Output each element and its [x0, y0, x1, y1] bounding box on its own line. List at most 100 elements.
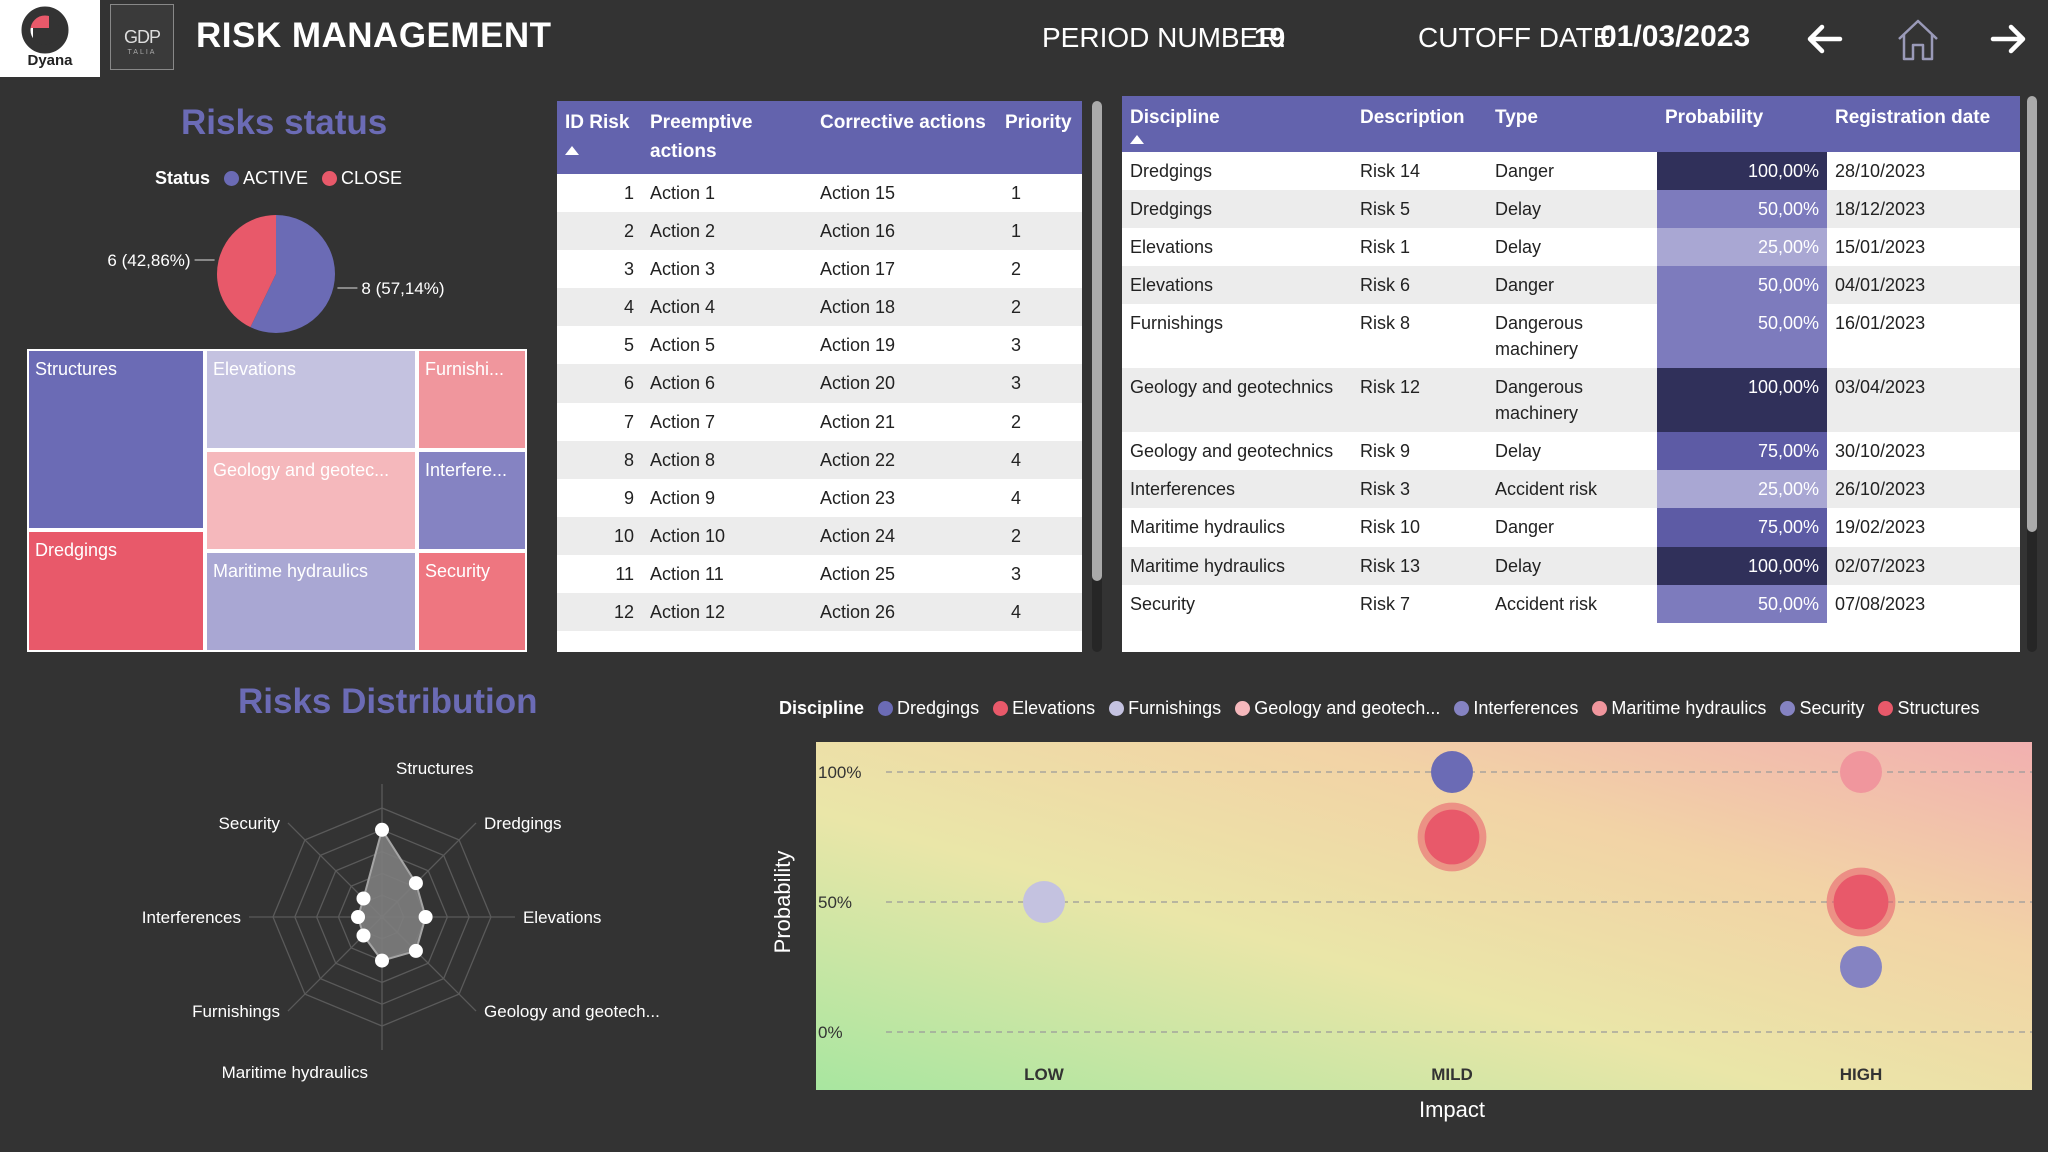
bubble-point[interactable] — [1424, 809, 1480, 865]
pie-slice-close[interactable] — [217, 215, 276, 328]
probability-cell: 25,00% — [1657, 227, 1827, 266]
legend-item-active[interactable]: ACTIVE — [224, 168, 308, 189]
column-header-id-risk[interactable]: ID Risk — [557, 101, 642, 174]
risks-radar-chart[interactable]: Structures Dredgings Elevations Geology and… — [70, 730, 730, 1100]
table-row[interactable]: Interferences Risk 3 Accident risk 25,00% 26… — [1122, 470, 2020, 509]
y-tick-label: 50% — [818, 893, 852, 912]
treemap-cell-structures[interactable]: Structures — [27, 349, 205, 530]
table-row[interactable]: 10 Action 10 Action 24 2 — [557, 516, 1082, 555]
table-row[interactable]: 6 Action 6 Action 20 3 — [557, 364, 1082, 403]
column-header-discipline[interactable]: Discipline — [1122, 96, 1352, 152]
forward-button[interactable] — [1983, 14, 2033, 64]
pie-slice-active[interactable] — [250, 215, 335, 333]
table-cell: 18/12/2023 — [1827, 189, 2020, 228]
radar-point[interactable] — [408, 943, 423, 958]
legend-item[interactable]: Maritime hydraulics — [1592, 698, 1766, 719]
table-row[interactable]: 4 Action 4 Action 18 2 — [557, 288, 1082, 327]
scroll-thumb[interactable] — [1092, 101, 1102, 581]
legend-item[interactable]: Geology and geotech... — [1235, 698, 1440, 719]
pie-data-label: 6 (42,86%) — [107, 251, 190, 270]
legend-item[interactable]: Dredgings — [878, 698, 979, 719]
table-cell: Action 25 — [820, 563, 896, 584]
table-row[interactable]: 12 Action 12 Action 26 4 — [557, 593, 1082, 632]
legend-item[interactable]: Elevations — [993, 698, 1095, 719]
column-header-label: Discipline — [1130, 107, 1220, 128]
table-row[interactable]: Geology and geotechnics Risk 12 Dangerous … — [1122, 368, 2020, 433]
bubble-point[interactable] — [1023, 881, 1065, 923]
actions-table-scrollbar[interactable] — [1092, 101, 1102, 652]
column-header-priority[interactable]: Priority — [997, 101, 1082, 174]
table-cell: 04/01/2023 — [1827, 265, 2020, 304]
table-row[interactable]: Maritime hydraulics Risk 10 Danger 75,00% 19… — [1122, 508, 2020, 547]
treemap-cell-dredgings[interactable]: Dredgings — [27, 530, 205, 652]
radar-axis-label: Furnishings — [192, 1002, 280, 1021]
risk-matrix-bubble-chart[interactable]: 0% 50% 100% LOW MILD HIGH Impact Probability — [770, 735, 2040, 1125]
treemap-cell-maritime-hydraulics[interactable]: Maritime hydraulics — [205, 551, 417, 652]
table-row[interactable]: 2 Action 2 Action 16 1 — [557, 212, 1082, 251]
table-row[interactable]: Security Risk 7 Accident risk 50,00% 07/08/2… — [1122, 584, 2020, 623]
bubble-point[interactable] — [1431, 751, 1473, 793]
treemap-cell-geology[interactable]: Geology and geotec... — [205, 450, 417, 551]
treemap-cell-elevations[interactable]: Elevations — [205, 349, 417, 450]
treemap-cell-furnishings[interactable]: Furnishi... — [417, 349, 527, 450]
table-row[interactable]: 8 Action 8 Action 22 4 — [557, 440, 1082, 479]
legend-item-close[interactable]: CLOSE — [322, 168, 402, 189]
table-row[interactable]: Dredgings Risk 5 Delay 50,00% 18/12/2023 — [1122, 189, 2020, 228]
legend-item[interactable]: Furnishings — [1109, 698, 1221, 719]
table-row[interactable]: Maritime hydraulics Risk 13 Delay 100,00% 02… — [1122, 546, 2020, 585]
table-cell: Risk 13 — [1352, 546, 1487, 585]
table-cell: Action 21 — [820, 411, 896, 432]
table-row[interactable]: Dredgings Risk 14 Danger 100,00% 28/10/2023 — [1122, 151, 2020, 190]
radar-point[interactable] — [418, 910, 433, 924]
table-row[interactable]: Geology and geotechnics Risk 9 Delay 75,00%… — [1122, 432, 2020, 471]
column-header-preemptive-actions[interactable]: Preemptive actions — [642, 101, 812, 174]
radar-point[interactable] — [408, 876, 423, 891]
table-row[interactable]: 5 Action 5 Action 19 3 — [557, 326, 1082, 364]
legend-item[interactable]: Security — [1780, 698, 1864, 719]
table-cell: Delay — [1495, 441, 1542, 462]
risks-table-scrollbar[interactable] — [2027, 96, 2037, 652]
table-row[interactable]: Elevations Risk 6 Danger 50,00% 04/01/2023 — [1122, 265, 2020, 304]
column-header-registration-date[interactable]: Registration date — [1827, 96, 2020, 152]
table-cell: Action 15 — [820, 183, 896, 203]
radar-point[interactable] — [351, 910, 366, 924]
discipline-treemap[interactable]: Structures Dredgings Elevations Geology … — [27, 349, 527, 652]
radar-point[interactable] — [375, 953, 389, 968]
table-row[interactable]: 3 Action 3 Action 17 2 — [557, 250, 1082, 288]
column-header-label: Preemptive actions — [650, 112, 753, 162]
table-row[interactable]: Elevations Risk 1 Delay 25,00% 15/01/2023 — [1122, 227, 2020, 266]
treemap-cell-security[interactable]: Security — [417, 551, 527, 652]
legend-label: CLOSE — [341, 168, 403, 188]
column-header-corrective-actions[interactable]: Corrective actions — [812, 101, 997, 174]
radar-point[interactable] — [375, 822, 389, 837]
table-cell: Risk 1 — [1360, 236, 1411, 257]
table-row[interactable]: 11 Action 11 Action 25 3 — [557, 555, 1082, 593]
table-cell: 3 — [997, 364, 1082, 403]
back-button[interactable] — [1800, 14, 1850, 64]
legend-item[interactable]: Interferences — [1454, 698, 1578, 719]
bubble-point[interactable] — [1840, 751, 1882, 793]
home-button[interactable] — [1893, 14, 1943, 64]
table-cell: Dangerous machinery — [1487, 368, 1657, 433]
column-header-type[interactable]: Type — [1487, 96, 1657, 152]
table-cell: 26/10/2023 — [1827, 470, 2020, 509]
legend-dot — [993, 701, 1009, 716]
legend-item[interactable]: Structures — [1878, 698, 1980, 719]
column-header-probability[interactable]: Probability — [1657, 96, 1827, 152]
table-row[interactable]: 1 Action 1 Action 15 1 — [557, 174, 1082, 212]
table-row[interactable]: 7 Action 7 Action 21 2 — [557, 403, 1082, 441]
bubble-point[interactable] — [1840, 946, 1882, 988]
table-cell: Action 9 — [650, 487, 716, 508]
scroll-thumb[interactable] — [2027, 96, 2037, 532]
probability-cell: 75,00% — [1657, 508, 1827, 547]
column-header-description[interactable]: Description — [1352, 96, 1487, 152]
radar-point[interactable] — [356, 891, 371, 906]
table-cell: 3 — [1011, 335, 1022, 356]
status-pie-chart[interactable]: 8 (57,14%) 6 (42,86%) — [90, 205, 480, 345]
radar-point[interactable] — [356, 928, 371, 943]
table-row[interactable]: 9 Action 9 Action 23 4 — [557, 479, 1082, 517]
treemap-cell-interferences[interactable]: Interfere... — [417, 450, 527, 551]
table-row[interactable]: Furnishings Risk 8 Dangerous machinery 50,0… — [1122, 303, 2020, 369]
bubble-point[interactable] — [1833, 874, 1889, 930]
risks-distribution-title: Risks Distribution — [238, 682, 538, 721]
